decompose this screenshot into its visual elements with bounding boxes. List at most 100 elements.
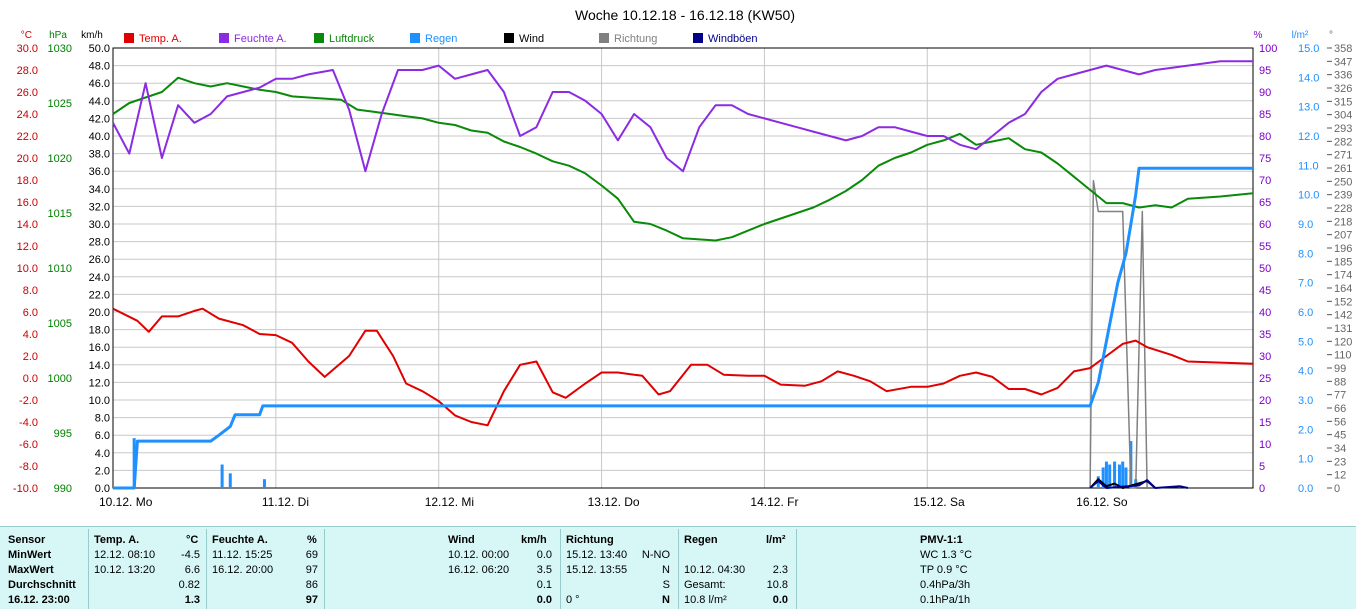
legend-label: Regen	[425, 33, 457, 45]
rain-total-label: Gesamt:	[684, 579, 726, 591]
wind-tick-label: 4.0	[95, 448, 110, 460]
rain-interval-bar	[220, 464, 224, 488]
x-tick-label: 14.12. Fr	[750, 495, 798, 509]
dir-max-time: 15.12. 13:55	[566, 564, 628, 576]
direction-tick-label: 152	[1334, 296, 1352, 308]
humidity-tick-label: 60	[1259, 219, 1271, 231]
row-label-min: MinWert	[8, 549, 52, 561]
direction-tick-label: 282	[1334, 136, 1352, 148]
wind-tick-label: 46.0	[89, 78, 110, 90]
temp-tick-label: -4.0	[19, 417, 38, 429]
direction-tick-label: 120	[1334, 336, 1352, 348]
rain-unit: l/m²	[766, 534, 786, 546]
direction-tick-label: 250	[1334, 176, 1352, 188]
legend-swatch	[219, 33, 229, 43]
pressure-tick-label: 1025	[48, 98, 72, 110]
direction-tick-label: 66	[1334, 403, 1346, 415]
rain-current-total: 10.8 l/m²	[684, 594, 727, 606]
rain-max-value: 2.3	[772, 564, 788, 576]
direction-tick-label: 23	[1334, 456, 1346, 468]
rain-tick-label: 8.0	[1298, 248, 1313, 260]
temp-max-value: 6.6	[184, 564, 200, 576]
humidity-tick-label: 15	[1259, 417, 1271, 429]
direction-tick-label: 326	[1334, 83, 1352, 95]
direction-tick-label: 239	[1334, 190, 1352, 202]
rain-tick-label: 0.0	[1298, 483, 1313, 495]
direction-tick-label: 207	[1334, 230, 1352, 242]
row-label-current: 16.12. 23:00	[8, 594, 70, 606]
x-tick-label: 15.12. Sa	[913, 495, 965, 509]
rain-tick-label: 2.0	[1298, 424, 1313, 436]
wind-tick-label: 18.0	[89, 325, 110, 337]
rain-header: Regen	[684, 534, 718, 546]
humidity-tick-label: 70	[1259, 175, 1271, 187]
humidity-tick-label: 85	[1259, 109, 1271, 121]
humidity-tick-label: 45	[1259, 285, 1271, 297]
wind-tick-label: 28.0	[89, 237, 110, 249]
rain-tick-label: 7.0	[1298, 278, 1313, 290]
pressure-tick-label: 1020	[48, 153, 72, 165]
wind-tick-label: 16.0	[89, 342, 110, 354]
temp-tick-label: 10.0	[17, 263, 38, 275]
temp-tick-label: 14.0	[17, 219, 38, 231]
hum-max-value: 97	[305, 564, 318, 576]
series-rain	[113, 166, 1253, 490]
pressure-tick-label: 1010	[48, 263, 72, 275]
wind-tick-label: 38.0	[89, 149, 110, 161]
rain-tick-label: 13.0	[1298, 102, 1319, 114]
wind-tick-label: 30.0	[89, 219, 110, 231]
rain-axis-unit: l/m²	[1292, 30, 1309, 41]
wind-tick-label: 24.0	[89, 272, 110, 284]
direction-tick-label: 196	[1334, 243, 1352, 255]
direction-tick-label: 99	[1334, 363, 1346, 375]
hum-min-value: 69	[305, 549, 318, 561]
direction-tick-label: 271	[1334, 150, 1352, 162]
temp-axis-unit: °C	[21, 30, 32, 41]
rain-interval-bar	[1104, 461, 1108, 488]
humidity-tick-label: 25	[1259, 373, 1271, 385]
x-tick-label: 13.12. Do	[588, 495, 640, 509]
wind-tick-label: 14.0	[89, 360, 110, 372]
humidity-tick-label: 30	[1259, 351, 1271, 363]
pmv-pressure-1h: 0.1hPa/1h	[920, 594, 971, 606]
direction-tick-label: 174	[1334, 270, 1352, 282]
legend-swatch	[693, 33, 703, 43]
temp-tick-label: 6.0	[23, 307, 38, 319]
humidity-tick-label: 75	[1259, 153, 1271, 165]
direction-tick-label: 358	[1334, 43, 1352, 55]
direction-tick-label: 336	[1334, 70, 1352, 82]
temp-header: Temp. A.	[94, 534, 140, 546]
wind-current-value: 0.0	[536, 594, 552, 606]
temp-min-value: -4.5	[181, 549, 200, 561]
temp-tick-label: 4.0	[23, 329, 38, 341]
direction-tick-label: 34	[1334, 443, 1346, 455]
direction-tick-label: 228	[1334, 203, 1352, 215]
humidity-tick-label: 90	[1259, 87, 1271, 99]
rain-current-value: 0.0	[772, 594, 788, 606]
pressure-tick-label: 995	[54, 428, 72, 440]
rain-tick-label: 1.0	[1298, 454, 1313, 466]
pressure-tick-label: 990	[54, 483, 72, 495]
stats-table: Sensor MinWert MaxWert Durchschnitt 16.1…	[0, 526, 1356, 609]
rain-max-time: 10.12. 04:30	[684, 564, 746, 576]
wind-tick-label: 44.0	[89, 96, 110, 108]
rain-tick-label: 15.0	[1298, 43, 1319, 55]
legend-label: Temp. A.	[139, 33, 182, 45]
dir-header: Richtung	[566, 534, 614, 546]
wind-tick-label: 6.0	[95, 430, 110, 442]
direction-tick-label: 304	[1334, 110, 1352, 122]
direction-tick-label: 185	[1334, 256, 1352, 268]
direction-tick-label: 12	[1334, 470, 1346, 482]
wind-tick-label: 0.0	[95, 483, 110, 495]
direction-tick-label: 261	[1334, 163, 1352, 175]
pressure-tick-label: 1030	[48, 43, 72, 55]
legend-label: Luftdruck	[329, 33, 375, 45]
rain-interval-bar	[132, 438, 136, 488]
sensor-header: Sensor	[8, 534, 46, 546]
series-pressure	[112, 76, 1254, 242]
wind-tick-label: 48.0	[89, 61, 110, 73]
dir-min-time: 15.12. 13:40	[566, 549, 628, 561]
rain-tick-label: 3.0	[1298, 395, 1313, 407]
temp-tick-label: 20.0	[17, 153, 38, 165]
direction-tick-label: 164	[1334, 283, 1352, 295]
